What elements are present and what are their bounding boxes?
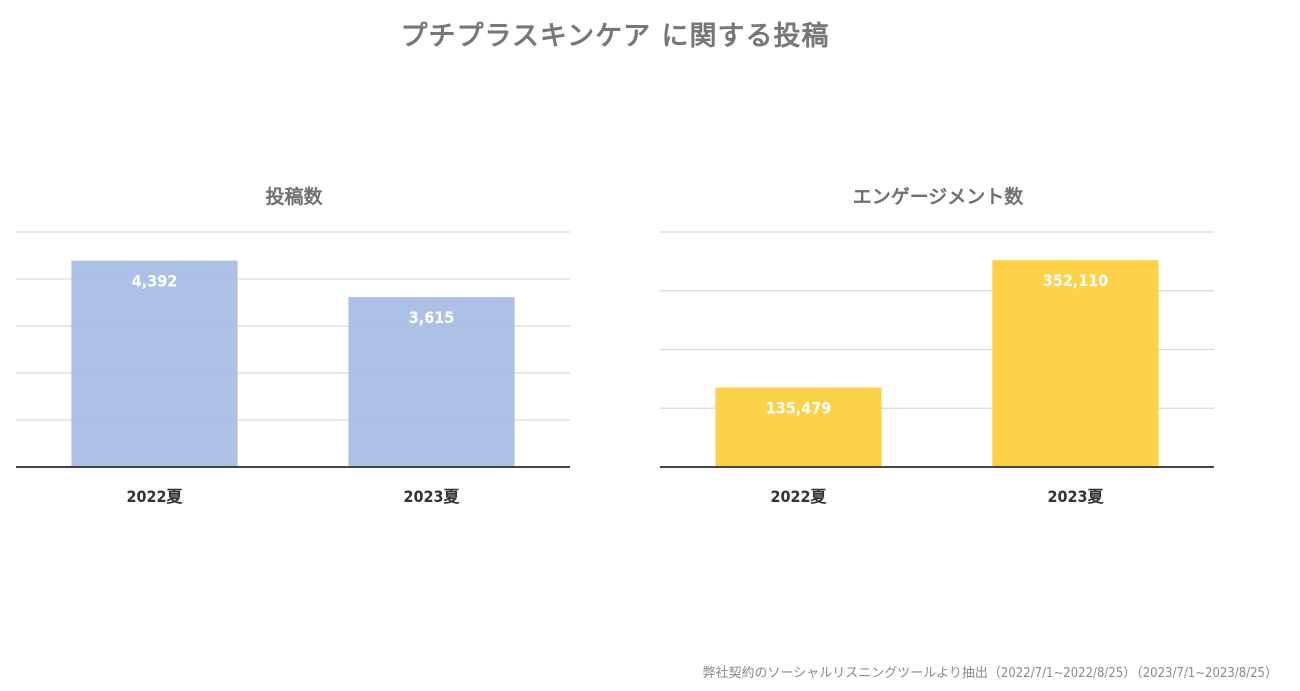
engagement-chart: エンゲージメント数 135,479 2022夏 352,110 2023夏 <box>658 170 1218 510</box>
data-label: 3,615 <box>409 308 455 327</box>
bar <box>71 260 238 467</box>
data-label: 4,392 <box>132 272 178 291</box>
bar <box>348 297 515 467</box>
posts-chart: 投稿数 4,392 2022夏 3,615 2023夏 <box>14 170 574 510</box>
chart-title: 投稿数 <box>265 186 323 208</box>
posts-chart-plot: 4,392 2022夏 3,615 2023夏 <box>16 231 570 506</box>
x-tick-label: 2022夏 <box>126 487 183 506</box>
x-tick-label: 2023夏 <box>1047 487 1104 506</box>
bar <box>992 260 1159 467</box>
bar <box>715 387 882 467</box>
engagement-chart-plot: 135,479 2022夏 352,110 2023夏 <box>660 231 1214 506</box>
data-label: 352,110 <box>1043 271 1109 290</box>
data-label: 135,479 <box>766 398 832 417</box>
source-footnote: 弊社契約のソーシャルリスニングツールより抽出（2022/7/1~2022/8/2… <box>702 666 1278 681</box>
x-tick-label: 2023夏 <box>403 487 460 506</box>
x-tick-label: 2022夏 <box>770 487 827 506</box>
main-title: プチプラスキンケア に関する投稿 <box>400 21 830 52</box>
chart-title: エンゲージメント数 <box>852 186 1024 208</box>
